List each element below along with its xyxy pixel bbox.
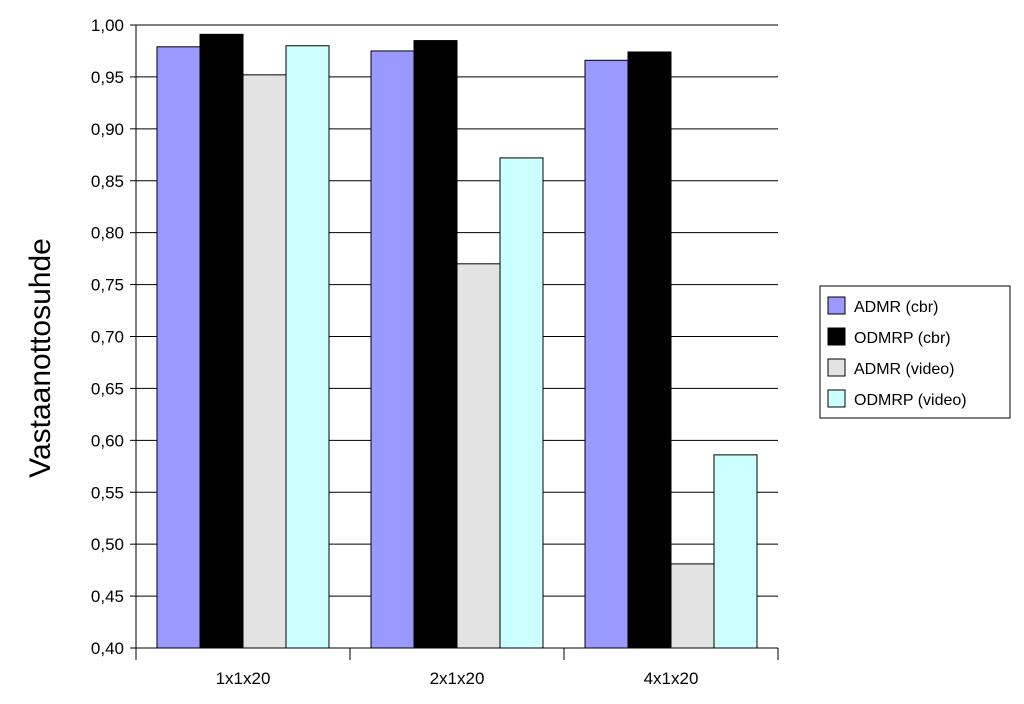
- x-tick-label: 2x1x20: [430, 669, 485, 688]
- legend-swatch: [827, 296, 846, 315]
- bar: [242, 74, 287, 649]
- y-tick-label: 0,55: [91, 483, 124, 502]
- legend-label: ADMR (cbr): [854, 299, 938, 316]
- y-axis-label: Vastaanottosuhde: [24, 238, 57, 478]
- x-tick-label: 1x1x20: [216, 669, 271, 688]
- y-tick-labels: 0,40 0,45 0,50 0,55 0,60 0,65 0,70 0,75 0,80 0,85…: [91, 16, 124, 658]
- y-tick-label: 0,85: [91, 172, 124, 191]
- y-tick-label: 0,60: [91, 431, 124, 450]
- bar: [199, 33, 244, 649]
- legend-label: ODMRP (video): [854, 392, 967, 409]
- y-tick-label: 0,75: [91, 276, 124, 295]
- bar: [499, 157, 544, 649]
- legend-swatch: [827, 358, 846, 377]
- bar: [456, 263, 501, 649]
- legend-swatch: [827, 389, 846, 408]
- legend-label: ADMR (video): [854, 361, 954, 378]
- y-tick-label: 0,90: [91, 120, 124, 139]
- y-tick-label: 0,45: [91, 587, 124, 606]
- bar: [584, 59, 629, 649]
- bar: [670, 563, 715, 649]
- y-tick-label: 0,70: [91, 328, 124, 347]
- legend-box: [819, 285, 1011, 419]
- bar: [370, 50, 415, 649]
- y-tick-label: 0,40: [91, 639, 124, 658]
- legend-swatch: [827, 327, 846, 346]
- bar: [285, 45, 330, 649]
- bar: [413, 40, 458, 649]
- legend-label: ODMRP (cbr): [854, 330, 951, 347]
- y-tick-label: 0,65: [91, 379, 124, 398]
- legend: ADMR (cbr) ODMRP (cbr) ADMR (video) ODMRP (…: [819, 285, 1011, 419]
- x-tick-labels: 1x1x20 2x1x20 4x1x20: [216, 669, 699, 688]
- y-tick-label: 0,50: [91, 535, 124, 554]
- y-tick-label: 0,80: [91, 224, 124, 243]
- bar: [156, 46, 201, 649]
- y-tick-label: 0,95: [91, 68, 124, 87]
- bars: [156, 33, 758, 649]
- bar: [713, 454, 758, 649]
- x-tick-label: 4x1x20: [644, 669, 699, 688]
- axes: [130, 24, 779, 660]
- y-tick-label: 1,00: [91, 16, 124, 35]
- bar: [627, 51, 672, 649]
